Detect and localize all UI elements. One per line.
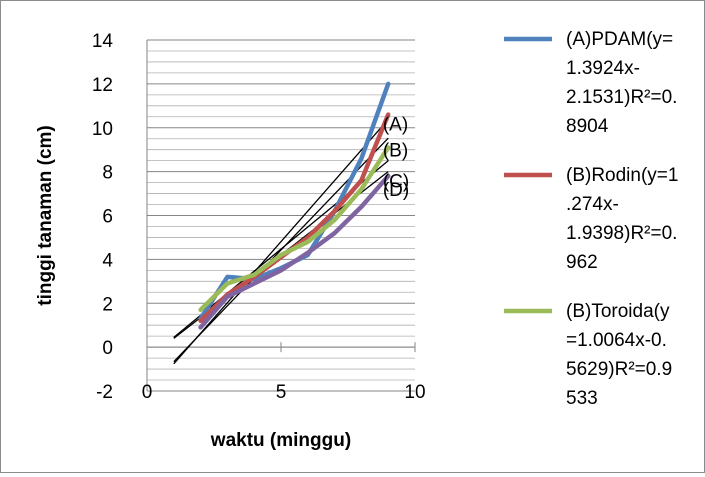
x-tick-label: 0 (142, 382, 153, 403)
series-line (198, 173, 391, 330)
legend-item: (B)Toroida(y =1.0064x-0. 5629)R²=0.9 533 (504, 301, 672, 409)
x-tick-label: 10 (404, 382, 425, 403)
x-tick-label: 5 (276, 382, 287, 403)
legend-label: .274x- (566, 194, 619, 215)
legend-label: 8904 (566, 116, 609, 137)
axes (146, 40, 416, 391)
trendlines (173, 119, 389, 365)
y-tick-label: 0 (102, 338, 113, 359)
gridlines (147, 39, 415, 392)
trendline-label: (C) (383, 171, 409, 192)
legend-label: (A)PDAM(y= (566, 29, 673, 50)
legend-label: 533 (566, 388, 598, 409)
trendline-label: (A) (383, 114, 408, 135)
legend-label: 1.9398)R²=0. (566, 223, 677, 244)
trendline (173, 119, 389, 365)
legend-label: (B)Rodin(y=1 (566, 165, 678, 186)
series-lines (198, 81, 391, 330)
legend-item: (B)Rodin(y=1 .274x- 1.9398)R²=0. 962 (504, 165, 678, 273)
y-tick-label: 14 (92, 31, 114, 52)
legend-label: =1.0064x-0. (566, 330, 667, 351)
y-tick-label: 8 (102, 163, 113, 184)
legend-label: (B)Toroida(y (566, 301, 670, 322)
series-line (198, 112, 391, 324)
y-axis-title: tinggi tanaman (cm) (35, 125, 56, 306)
trendline-label: (B) (383, 141, 408, 162)
legend: (A)PDAM(y= 1.3924x- 2.1531)R²=0. 8904 (B)Rod… (504, 29, 678, 409)
y-tick-label: 10 (92, 119, 113, 140)
y-tick-label: 12 (92, 75, 113, 96)
y-tick-label: 4 (102, 250, 113, 271)
legend-label: 962 (566, 252, 598, 273)
trendline-labels: (A) (B) (C)(D) (383, 114, 409, 201)
legend-label: 5629)R²=0.9 (566, 359, 672, 380)
series-line (198, 145, 391, 313)
y-tick-label: -2 (96, 382, 113, 403)
y-tick-label: 6 (102, 207, 113, 228)
tick-labels: -2 0 2 4 6 8 10 12 14 0 5 10 (92, 31, 426, 403)
legend-item: (A)PDAM(y= 1.3924x- 2.1531)R²=0. 8904 (504, 29, 677, 137)
trendline-label: (D) (383, 180, 409, 201)
legend-label: 1.3924x- (566, 58, 640, 79)
y-tick-label: 2 (102, 294, 113, 315)
x-axis-title: waktu (minggu) (210, 430, 351, 451)
legend-label: 2.1531)R²=0. (566, 87, 677, 108)
